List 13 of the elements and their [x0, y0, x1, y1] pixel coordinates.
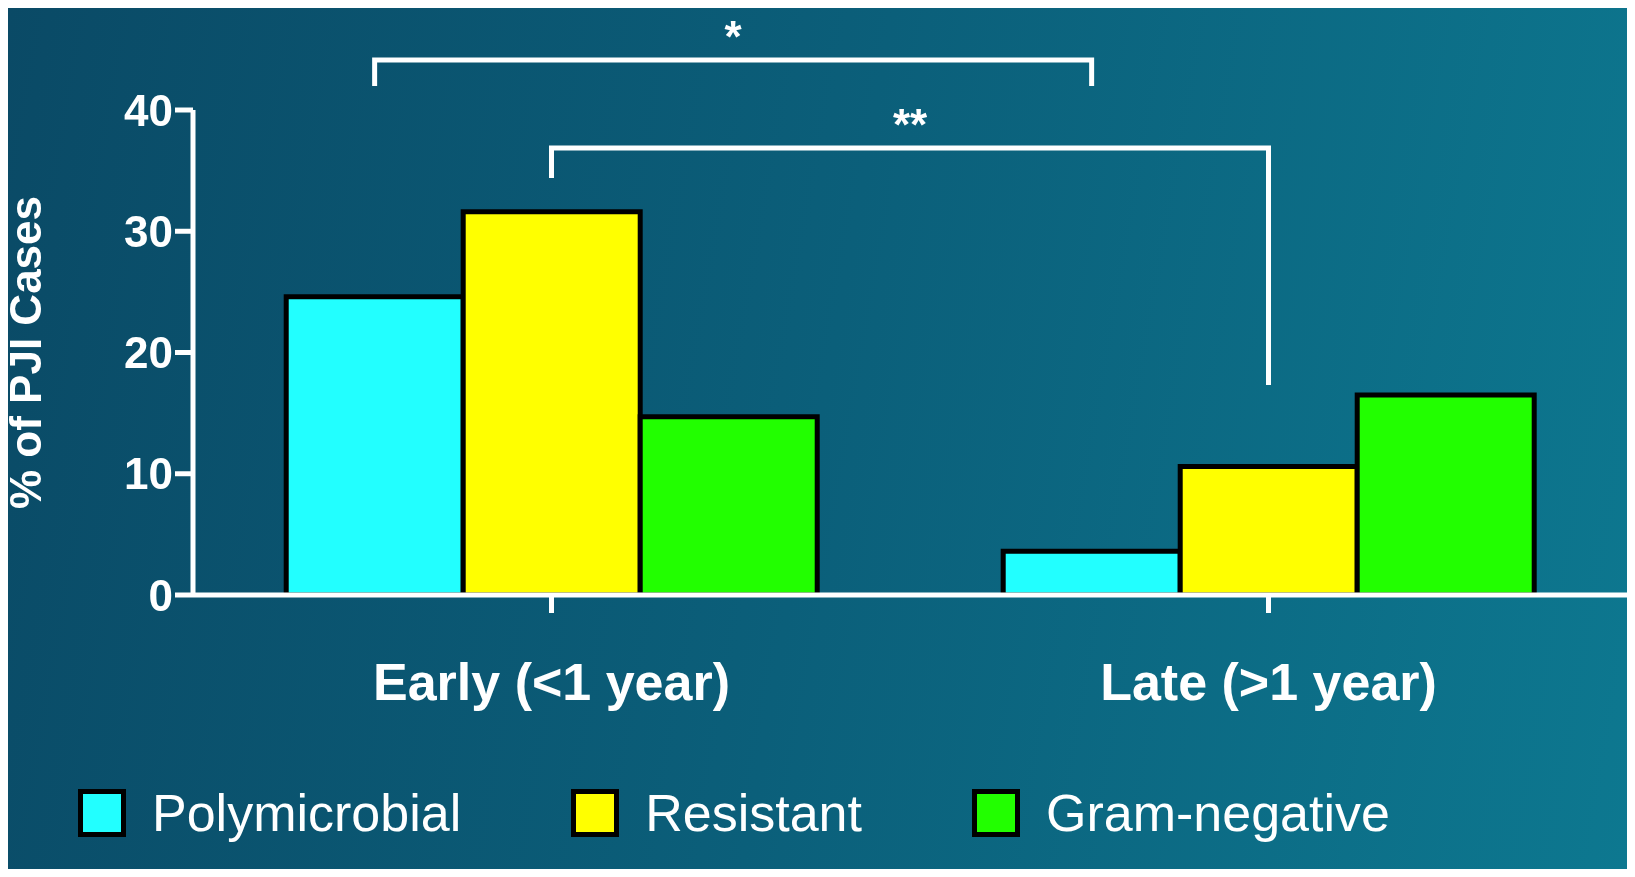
x-tick-label: Early (<1 year) [372, 652, 731, 711]
y-tick-label: 10 [124, 449, 173, 499]
text: * [724, 12, 743, 61]
legend-label: Polymicrobial [152, 783, 462, 843]
y-tick-label: 20 [124, 328, 173, 378]
y-tick-label: 40 [124, 85, 173, 135]
x-tick-label: Late (>1 year) [1100, 652, 1437, 711]
annotation: ** [892, 100, 928, 149]
legend-label: Resistant [645, 783, 862, 843]
legend-label: Gram-negative [1045, 783, 1390, 843]
y-tick-label: 30 [124, 206, 173, 256]
y-axis-title: % of PJI Cases [0, 195, 50, 510]
y-tick-label: 0 [148, 570, 173, 620]
